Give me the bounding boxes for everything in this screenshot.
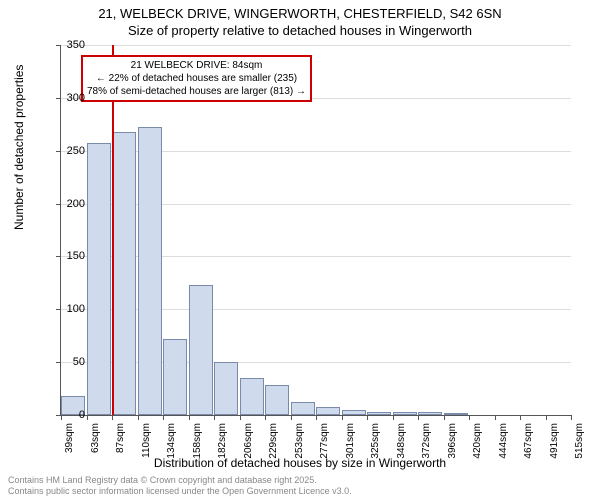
xtick-label: 277sqm bbox=[319, 423, 330, 473]
xtick-label: 110sqm bbox=[141, 423, 152, 473]
xtick-label: 372sqm bbox=[421, 423, 432, 473]
title-line1: 21, WELBECK DRIVE, WINGERWORTH, CHESTERF… bbox=[0, 6, 600, 23]
histogram-bar bbox=[418, 412, 442, 415]
ytick-label: 150 bbox=[45, 250, 85, 262]
gridline bbox=[61, 45, 571, 46]
histogram-bar bbox=[214, 362, 238, 415]
xtick-mark bbox=[520, 415, 521, 420]
xtick-label: 348sqm bbox=[396, 423, 407, 473]
xtick-label: 444sqm bbox=[498, 423, 509, 473]
xtick-label: 158sqm bbox=[192, 423, 203, 473]
xtick-label: 39sqm bbox=[64, 423, 75, 473]
histogram-bar bbox=[444, 413, 468, 415]
histogram-bar bbox=[163, 339, 187, 415]
annotation-line: ← 22% of detached houses are smaller (23… bbox=[87, 72, 306, 85]
histogram-bar bbox=[367, 412, 391, 415]
chart-area: 21 WELBECK DRIVE: 84sqm← 22% of detached… bbox=[60, 45, 571, 416]
xtick-mark bbox=[265, 415, 266, 420]
xtick-mark bbox=[316, 415, 317, 420]
xtick-label: 87sqm bbox=[115, 423, 126, 473]
xtick-mark bbox=[444, 415, 445, 420]
annotation-line: 21 WELBECK DRIVE: 84sqm bbox=[87, 59, 306, 72]
footer-attribution: Contains HM Land Registry data © Crown c… bbox=[8, 475, 352, 497]
xtick-label: 134sqm bbox=[166, 423, 177, 473]
xtick-label: 491sqm bbox=[549, 423, 560, 473]
ytick-label: 250 bbox=[45, 145, 85, 157]
xtick-label: 515sqm bbox=[574, 423, 585, 473]
xtick-mark bbox=[163, 415, 164, 420]
y-axis-label: Number of detached properties bbox=[12, 65, 26, 230]
xtick-mark bbox=[393, 415, 394, 420]
histogram-bar bbox=[342, 410, 366, 415]
xtick-mark bbox=[418, 415, 419, 420]
histogram-bar bbox=[291, 402, 315, 415]
histogram-bar bbox=[112, 132, 136, 415]
histogram-bar bbox=[393, 412, 417, 415]
ytick-label: 0 bbox=[45, 409, 85, 421]
ytick-label: 200 bbox=[45, 198, 85, 210]
histogram-bar bbox=[265, 385, 289, 415]
xtick-label: 229sqm bbox=[268, 423, 279, 473]
xtick-label: 396sqm bbox=[447, 423, 458, 473]
title-line2: Size of property relative to detached ho… bbox=[0, 23, 600, 40]
xtick-label: 325sqm bbox=[370, 423, 381, 473]
xtick-label: 182sqm bbox=[217, 423, 228, 473]
xtick-mark bbox=[367, 415, 368, 420]
xtick-label: 420sqm bbox=[472, 423, 483, 473]
xtick-mark bbox=[469, 415, 470, 420]
ytick-label: 100 bbox=[45, 303, 85, 315]
ytick-label: 300 bbox=[45, 92, 85, 104]
xtick-label: 301sqm bbox=[345, 423, 356, 473]
ytick-label: 350 bbox=[45, 39, 85, 51]
xtick-mark bbox=[240, 415, 241, 420]
histogram-bar bbox=[138, 127, 162, 415]
footer-line1: Contains HM Land Registry data © Crown c… bbox=[8, 475, 352, 486]
histogram-bar bbox=[316, 407, 340, 415]
xtick-mark bbox=[214, 415, 215, 420]
xtick-mark bbox=[138, 415, 139, 420]
histogram-bar bbox=[189, 285, 213, 415]
histogram-bar bbox=[87, 143, 111, 415]
annotation-box: 21 WELBECK DRIVE: 84sqm← 22% of detached… bbox=[81, 55, 312, 102]
annotation-line: 78% of semi-detached houses are larger (… bbox=[87, 85, 306, 98]
ytick-label: 50 bbox=[45, 356, 85, 368]
xtick-label: 206sqm bbox=[243, 423, 254, 473]
xtick-mark bbox=[571, 415, 572, 420]
xtick-mark bbox=[87, 415, 88, 420]
xtick-mark bbox=[342, 415, 343, 420]
xtick-mark bbox=[112, 415, 113, 420]
xtick-mark bbox=[291, 415, 292, 420]
xtick-label: 253sqm bbox=[294, 423, 305, 473]
xtick-label: 63sqm bbox=[90, 423, 101, 473]
xtick-mark bbox=[546, 415, 547, 420]
xtick-mark bbox=[495, 415, 496, 420]
xtick-label: 467sqm bbox=[523, 423, 534, 473]
footer-line2: Contains public sector information licen… bbox=[8, 486, 352, 497]
histogram-bar bbox=[240, 378, 264, 415]
xtick-mark bbox=[189, 415, 190, 420]
